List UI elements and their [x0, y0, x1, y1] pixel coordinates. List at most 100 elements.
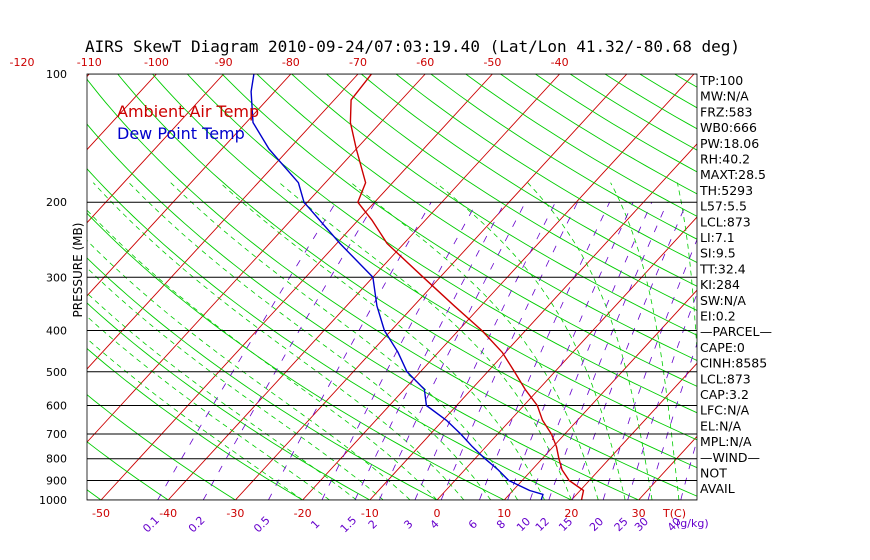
dry-adiabat-line [87, 302, 371, 500]
isotherm-line [87, 74, 157, 151]
dry-adiabat-line [87, 168, 572, 500]
bottom-temp-tick-label: -30 [226, 507, 244, 520]
dry-adiabat-line [87, 78, 697, 497]
dry-adiabat-line [87, 257, 438, 500]
index-label: CAPE:0 [700, 340, 745, 355]
mixing-ratio-tick-label: 12 [533, 515, 552, 534]
isotherm-line [302, 74, 695, 500]
dry-adiabat-line [430, 74, 697, 240]
index-label: LI:7.1 [700, 230, 735, 245]
top-temp-tick-label: -100 [144, 56, 169, 69]
dry-adiabat-line [256, 74, 697, 361]
chart-title: AIRS SkewT Diagram 2010-09-24/07:03:19.4… [85, 37, 740, 56]
dry-adiabat-line [186, 74, 697, 414]
moist-adiabat-line [128, 182, 492, 500]
isotherm-line [100, 74, 493, 500]
moist-adiabat-line [87, 239, 411, 500]
top-temp-tick-label: -120 [10, 56, 35, 69]
mixing-ratio-line [202, 201, 376, 500]
index-label: EL:N/A [700, 418, 742, 433]
index-label: FRZ:583 [700, 104, 753, 119]
series-layer [250, 74, 585, 500]
mixing-ratio-tick-label: 1 [308, 517, 322, 531]
dry-adiabat-line [87, 123, 639, 500]
index-label: KI:284 [700, 277, 740, 292]
moist-adiabat-line [87, 316, 330, 500]
index-label: RH:40.2 [700, 152, 750, 167]
bottom-temp-tick-label: -10 [361, 507, 379, 520]
top-temp-tick-label: -50 [483, 56, 501, 69]
mixing-ratio-line [602, 238, 697, 500]
dry-adiabat-line [569, 74, 697, 151]
dry-adiabat-line [395, 74, 697, 263]
pressure-tick-label: 600 [46, 399, 67, 412]
moist-adiabat-line [87, 209, 438, 500]
pressure-tick-label: 1000 [39, 494, 67, 507]
moist-adiabat-line [87, 267, 384, 500]
index-label: MPL:N/A [700, 434, 752, 449]
pressure-tick-label: 100 [46, 68, 67, 81]
moist-adiabat-line [279, 182, 572, 500]
index-label: WB0:666 [700, 120, 757, 135]
isotherm-line [436, 216, 697, 500]
plot-frame [86, 73, 698, 501]
index-label: MW:N/A [700, 89, 749, 104]
top-temp-tick-label: -60 [416, 56, 434, 69]
isotherm-line [503, 289, 697, 500]
isotherm-line [840, 74, 870, 500]
stability-indices: TP:100MW:N/AFRZ:583WB0:666PW:18.06RH:40.… [699, 73, 772, 496]
bottom-temp-tick-label: -40 [159, 507, 177, 520]
pressure-tick-label: 200 [46, 196, 67, 209]
index-label: SW:N/A [700, 293, 746, 308]
index-label: L57:5.5 [700, 199, 747, 214]
isotherm-line [87, 74, 426, 443]
isotherm-line [571, 362, 697, 500]
bottom-temp-tick-label: 0 [434, 507, 441, 520]
moist-adiabat-line [170, 182, 518, 500]
bottom-temp-unit-label: T(C) [662, 507, 686, 520]
index-label: LCL:873 [700, 214, 751, 229]
isotherm-line [87, 74, 292, 297]
dry-adiabat-line [326, 74, 697, 311]
moist-adiabat-line [87, 338, 303, 500]
axes-layer: 1002003004005006007008009001000PRESSURE … [10, 56, 709, 535]
legend: Ambient Air Temp Dew Point Temp [117, 102, 259, 143]
dewpoint-series-line [250, 74, 544, 500]
mixing-ratio-tick-label: 1.5 [338, 514, 360, 536]
index-label: —PARCEL— [700, 324, 772, 339]
bottom-temp-tick-label: 30 [632, 507, 646, 520]
top-temp-tick-label: -90 [215, 56, 233, 69]
isotherm-line [0, 74, 22, 500]
legend-dewpoint: Dew Point Temp [117, 124, 245, 143]
bottom-temp-tick-label: 10 [497, 507, 511, 520]
mixing-ratio-line [157, 201, 337, 500]
mixing-ratio-line [378, 202, 526, 500]
legend-temperature: Ambient Air Temp [117, 102, 259, 121]
mixing-ratio-tick-label: 0.2 [186, 514, 208, 536]
mixing-ratio-unit-label: (g/kg) [676, 517, 709, 530]
moist-adiabat-line [219, 182, 545, 500]
mixing-ratio-tick-label: 10 [514, 515, 533, 534]
pressure-tick-label: 500 [46, 366, 67, 379]
mixing-ratio-line [529, 202, 653, 500]
dry-adiabat-line [87, 347, 303, 500]
top-temp-tick-label: -110 [77, 56, 102, 69]
temperature-series-line [349, 74, 585, 500]
pressure-tick-label: 800 [46, 453, 67, 466]
isotherm-line [87, 74, 224, 224]
dry-adiabat-line [361, 74, 697, 287]
moist-adiabat-line [527, 182, 653, 500]
mixing-ratio-tick-label: 25 [612, 515, 631, 534]
isotherm-line [167, 74, 560, 500]
isotherm-line [235, 74, 628, 500]
index-label: TT:32.4 [699, 261, 746, 276]
index-label: —WIND— [700, 450, 760, 465]
mixing-ratio-tick-label: 6 [466, 517, 480, 531]
moist-adiabat-line [350, 182, 599, 500]
mixing-ratio-line [440, 202, 578, 500]
moist-adiabat-line [87, 292, 357, 500]
dry-adiabat-line [535, 74, 697, 173]
top-temp-tick-label: -70 [349, 56, 367, 69]
grid-layer [0, 74, 870, 500]
